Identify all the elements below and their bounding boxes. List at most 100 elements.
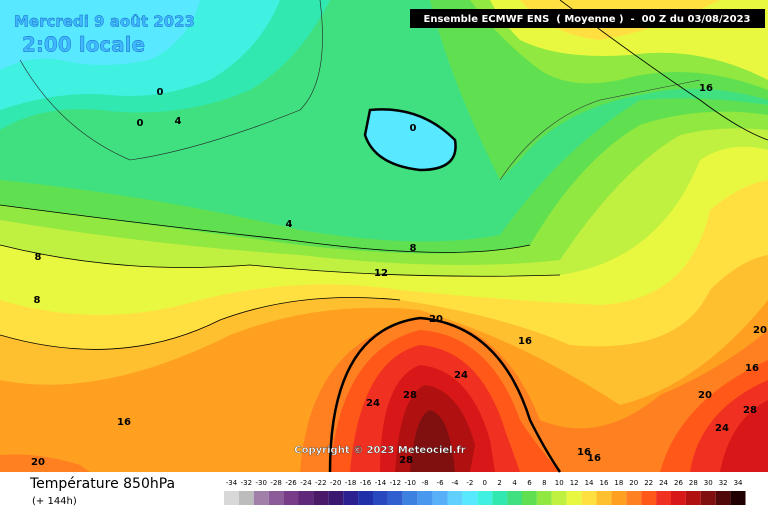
legend-swatch [238,491,254,505]
legend-swatch [551,491,567,505]
legend-label: -32 [241,479,252,487]
contour-label: 24 [366,398,380,409]
legend-label: 12 [570,479,579,487]
contour-label: 24 [715,423,729,434]
legend-label: -14 [375,479,387,487]
footer-title: Température 850hPa [29,476,175,492]
legend-swatch [328,491,344,505]
contour-label: 16 [577,447,591,458]
contour-label: 20 [698,390,712,401]
legend-label: 28 [689,479,698,487]
legend-swatch [596,491,612,505]
legend-swatch [715,491,731,505]
legend-swatch [462,491,478,505]
contour-label: 0 [410,123,417,134]
legend-swatch [656,491,671,505]
legend-label: 34 [734,479,743,487]
legend-swatch [536,491,552,505]
legend-swatch [283,491,299,505]
legend-label: 24 [659,479,668,487]
model-box [410,9,765,28]
legend-swatch [671,491,686,505]
legend-label: 32 [719,479,728,487]
legend-swatch [641,491,657,505]
date: Mercredi 9 août 2023 [14,13,195,31]
legend-label: -6 [437,479,445,487]
legend-label: -16 [360,479,372,487]
contour-label: 16 [117,417,131,428]
legend-swatch [700,491,716,505]
legend-swatch [611,491,627,505]
contour-label: 20 [31,457,45,468]
contour-label: 20 [753,325,767,336]
temperature-field [0,0,768,473]
contour-label: 24 [454,370,468,381]
legend-label: -26 [285,479,297,487]
legend-swatch [581,491,597,505]
legend-label: 8 [542,479,546,487]
contour-label: 4 [175,116,182,127]
legend-label: 14 [585,479,594,487]
legend-swatch [253,491,269,505]
legend-swatch [313,491,329,505]
legend-label: -22 [315,479,326,487]
contour-label: 28 [743,405,757,416]
legend-label: 20 [629,479,638,487]
legend-swatch [477,491,493,505]
legend-label: -34 [226,479,238,487]
copyright: Copyright © 2023 Meteociel.fr [294,445,465,456]
legend-swatch [685,491,701,505]
legend-swatch [224,491,239,505]
legend-swatch [387,491,403,505]
legend-label: 4 [512,479,517,487]
legend-label: -28 [270,479,281,487]
legend-swatch [492,491,508,505]
legend-label: -18 [345,479,356,487]
legend-label: -8 [422,479,429,487]
legend-label: -30 [256,479,267,487]
contour-label: 16 [587,453,601,464]
legend-label: 26 [674,479,683,487]
legend-label: 18 [614,479,623,487]
contour-label: 8 [34,295,41,306]
contour-label: 4 [286,219,293,230]
footer-lead: (+ 144h) [32,496,77,507]
legend-label: 6 [527,479,532,487]
legend-label: 0 [483,479,487,487]
contour-label: 16 [518,336,532,347]
legend-label: -4 [451,479,459,487]
contour-label: 8 [410,243,417,254]
legend-label: 30 [704,479,713,487]
legend-swatch [626,491,642,505]
legend-swatch [358,491,373,505]
legend-swatch [730,491,746,505]
legend-swatch [402,491,418,505]
contour-label: 0 [157,87,164,98]
legend-swatch [268,491,284,505]
model: Ensemble ECMWF ENS ( Moyenne ) - 00 Z du… [424,14,751,25]
legend-label: -24 [300,479,312,487]
legend-label: -10 [405,479,416,487]
contour-label: 16 [699,83,713,94]
legend-label: -20 [330,479,341,487]
legend-label: 2 [497,479,501,487]
legend-label: 22 [644,479,653,487]
legend-label: -12 [390,479,401,487]
contour-label: 28 [399,455,413,466]
legend-label: -2 [466,479,473,487]
legend-swatch [566,491,582,505]
contour-label: 12 [374,268,388,279]
legend-label: 10 [555,479,564,487]
legend-swatch [447,491,463,505]
legend: -34 -32 -30 -28 -26 -24 -22 -20 -18 -16 -14 -12 -10-… [224,479,746,505]
contour-label: 16 [745,363,759,374]
contour-label: 0 [137,118,144,129]
legend-swatch [373,491,388,505]
legend-swatch [507,491,522,505]
contour-label: 20 [429,314,443,325]
time: 2:00 locale [22,33,145,57]
contour-label: 8 [35,252,42,263]
